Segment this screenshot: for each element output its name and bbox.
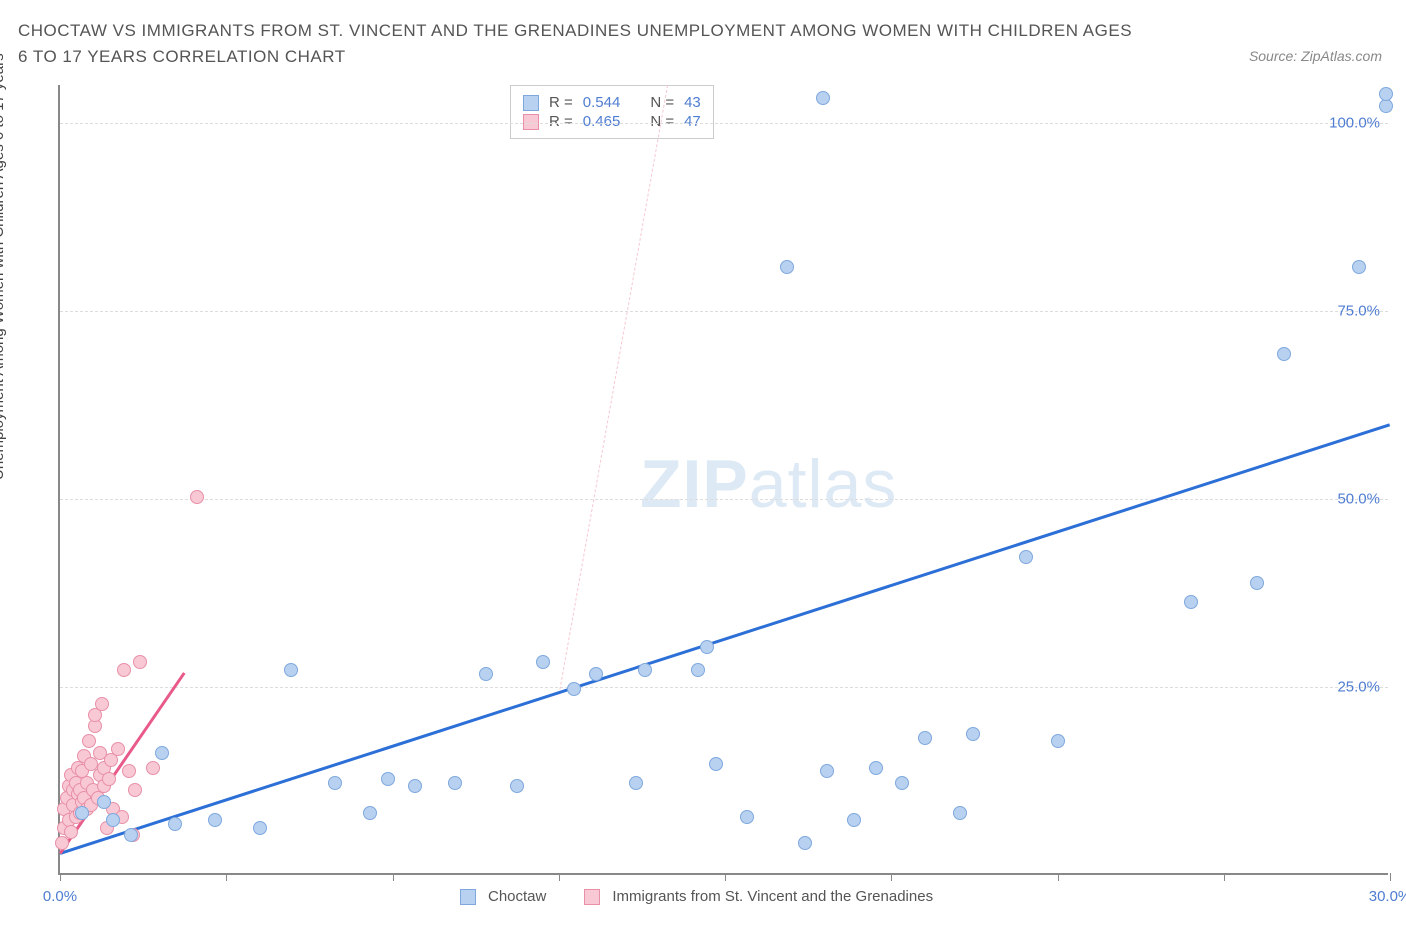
data-point bbox=[691, 663, 705, 677]
data-point bbox=[629, 776, 643, 790]
data-point bbox=[1250, 576, 1264, 590]
legend-label-series1: Choctaw bbox=[488, 888, 546, 905]
x-tick bbox=[226, 873, 227, 881]
x-tick bbox=[1224, 873, 1225, 881]
data-point bbox=[479, 667, 493, 681]
data-point bbox=[918, 731, 932, 745]
x-tick bbox=[559, 873, 560, 881]
data-point bbox=[816, 91, 830, 105]
data-point bbox=[208, 813, 222, 827]
watermark: ZIPatlas bbox=[640, 445, 897, 523]
data-point bbox=[155, 746, 169, 760]
data-point bbox=[75, 806, 89, 820]
data-point bbox=[64, 825, 78, 839]
data-point bbox=[253, 821, 267, 835]
data-point bbox=[106, 813, 120, 827]
data-point bbox=[97, 795, 111, 809]
legend-row-series2: R = 0.465 N = 47 bbox=[523, 113, 701, 130]
gridline bbox=[60, 123, 1388, 124]
gridline bbox=[60, 687, 1388, 688]
data-point bbox=[1184, 595, 1198, 609]
source-citation: Source: ZipAtlas.com bbox=[1249, 48, 1382, 64]
x-tick-label: 0.0% bbox=[43, 888, 77, 905]
y-tick-label: 25.0% bbox=[1337, 678, 1380, 695]
x-tick bbox=[1390, 873, 1391, 881]
gridline bbox=[60, 499, 1388, 500]
data-point bbox=[363, 806, 377, 820]
data-point bbox=[95, 697, 109, 711]
data-point bbox=[1379, 87, 1393, 101]
data-point bbox=[133, 655, 147, 669]
data-point bbox=[82, 734, 96, 748]
data-point bbox=[111, 742, 125, 756]
data-point bbox=[1051, 734, 1065, 748]
x-tick bbox=[393, 873, 394, 881]
chart-title: CHOCTAW VS IMMIGRANTS FROM ST. VINCENT A… bbox=[18, 18, 1138, 69]
data-point bbox=[798, 836, 812, 850]
data-point bbox=[55, 836, 69, 850]
swatch-series2 bbox=[523, 114, 539, 130]
x-tick bbox=[60, 873, 61, 881]
data-point bbox=[869, 761, 883, 775]
series-legend: Choctaw Immigrants from St. Vincent and … bbox=[460, 888, 933, 905]
y-axis-label: Unemployment Among Women with Children A… bbox=[0, 53, 7, 480]
data-point bbox=[709, 757, 723, 771]
data-point bbox=[638, 663, 652, 677]
x-tick-label: 30.0% bbox=[1369, 888, 1406, 905]
data-point bbox=[847, 813, 861, 827]
data-point bbox=[780, 260, 794, 274]
data-point bbox=[700, 640, 714, 654]
scatter-plot-area: ZIPatlas R = 0.544 N = 43 R = 0.465 N = … bbox=[58, 85, 1388, 875]
legend-row-series1: R = 0.544 N = 43 bbox=[523, 94, 701, 111]
data-point bbox=[1019, 550, 1033, 564]
data-point bbox=[966, 727, 980, 741]
data-point bbox=[953, 806, 967, 820]
data-point bbox=[536, 655, 550, 669]
legend-label-series2: Immigrants from St. Vincent and the Gren… bbox=[612, 888, 933, 905]
data-point bbox=[1352, 260, 1366, 274]
data-point bbox=[589, 667, 603, 681]
y-tick-label: 100.0% bbox=[1329, 114, 1380, 131]
data-point bbox=[820, 764, 834, 778]
y-tick-label: 50.0% bbox=[1337, 490, 1380, 507]
x-tick bbox=[725, 873, 726, 881]
data-point bbox=[146, 761, 160, 775]
data-point bbox=[284, 663, 298, 677]
x-tick bbox=[1058, 873, 1059, 881]
data-point bbox=[1277, 347, 1291, 361]
swatch-series1 bbox=[523, 95, 539, 111]
data-point bbox=[328, 776, 342, 790]
data-point bbox=[408, 779, 422, 793]
correlation-legend: R = 0.544 N = 43 R = 0.465 N = 47 bbox=[510, 85, 714, 139]
data-point bbox=[740, 810, 754, 824]
data-point bbox=[448, 776, 462, 790]
data-point bbox=[567, 682, 581, 696]
data-point bbox=[124, 828, 138, 842]
data-point bbox=[168, 817, 182, 831]
trend-line bbox=[558, 85, 668, 695]
data-point bbox=[117, 663, 131, 677]
data-point bbox=[381, 772, 395, 786]
data-point bbox=[102, 772, 116, 786]
data-point bbox=[510, 779, 524, 793]
data-point bbox=[895, 776, 909, 790]
y-tick-label: 75.0% bbox=[1337, 302, 1380, 319]
swatch-series2-bottom bbox=[584, 889, 600, 905]
data-point bbox=[122, 764, 136, 778]
gridline bbox=[60, 311, 1388, 312]
swatch-series1-bottom bbox=[460, 889, 476, 905]
data-point bbox=[128, 783, 142, 797]
data-point bbox=[190, 490, 204, 504]
x-tick bbox=[891, 873, 892, 881]
